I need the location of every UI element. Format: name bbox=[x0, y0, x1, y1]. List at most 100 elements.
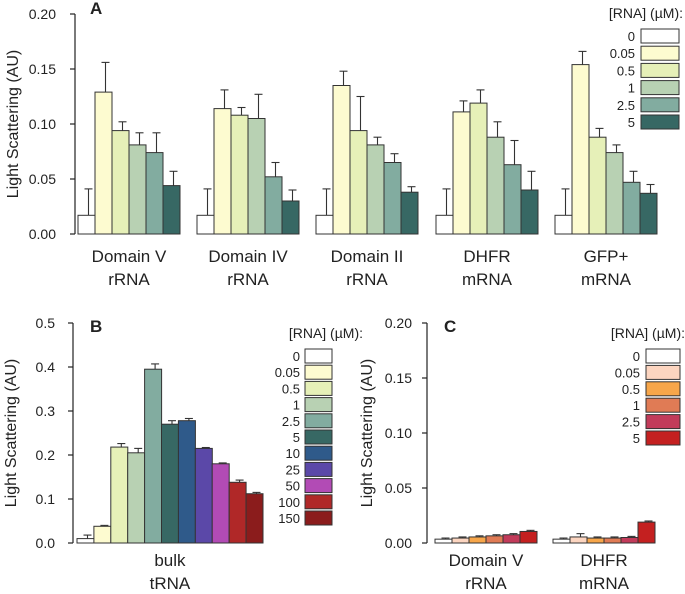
panel-c-legend-label: 1 bbox=[633, 398, 640, 413]
panel-c-legend-swatch bbox=[645, 430, 681, 446]
panel-c-legend-label: 5 bbox=[633, 431, 640, 446]
panel-b-legend-label: 50 bbox=[286, 479, 300, 494]
panel-a-bar bbox=[571, 64, 590, 235]
panel-a-category-label: Domain V bbox=[92, 247, 167, 266]
panel-b-y-tick-label: 0.2 bbox=[36, 447, 56, 463]
panel-a-bar bbox=[486, 136, 505, 235]
panel-b-bar bbox=[110, 446, 129, 544]
panel-a-legend-label: 2.5 bbox=[617, 98, 635, 113]
panel-c-bar bbox=[552, 538, 571, 544]
panel-c-y-tick-label: 0.20 bbox=[385, 315, 412, 331]
panel-b-legend-label: 100 bbox=[278, 495, 300, 510]
panel-b-legend-swatch bbox=[304, 348, 333, 364]
panel-b-legend-swatch bbox=[304, 413, 333, 429]
panel-b-legend-label: 2.5 bbox=[282, 414, 300, 429]
panel-b-bar bbox=[228, 481, 247, 544]
panel-a-category-label: Domain IV bbox=[208, 247, 288, 266]
panel-a-category-sublabel: rRNA bbox=[346, 270, 388, 289]
panel-a-bar bbox=[111, 130, 130, 235]
panel-a-category-sublabel: mRNA bbox=[462, 270, 513, 289]
panel-a-legend-label: 0.05 bbox=[610, 46, 635, 61]
panel-a-category-sublabel: mRNA bbox=[581, 270, 632, 289]
panel-b-bar bbox=[245, 493, 264, 544]
panel-a-bar bbox=[162, 185, 181, 235]
panel-a-bar bbox=[281, 200, 300, 235]
panel-b-legend-swatch bbox=[304, 397, 333, 413]
panel-a-legend-swatch bbox=[640, 114, 680, 130]
panel-c-bar bbox=[620, 537, 639, 544]
panel-a-bar bbox=[247, 118, 266, 235]
panel-b-y-tick-label: 0.5 bbox=[36, 315, 56, 331]
panel-a-y-tick-label: 0.10 bbox=[29, 116, 56, 132]
panel-b-legend-swatch bbox=[304, 461, 333, 477]
panel-b-bar bbox=[144, 368, 163, 544]
panel-b-legend-label: 150 bbox=[278, 511, 300, 526]
panel-a-bar bbox=[349, 130, 368, 235]
panel-b-legend-label: 0.5 bbox=[282, 381, 300, 396]
panel-b-legend-label: 5 bbox=[293, 430, 300, 445]
panel-a-y-tick-label: 0.05 bbox=[29, 171, 56, 187]
panel-c-bar bbox=[502, 534, 521, 544]
panel-c-legend-swatch bbox=[645, 414, 681, 430]
panel-c-bar bbox=[586, 537, 605, 544]
panel-a-y-tick-label: 0.15 bbox=[29, 61, 56, 77]
panel-a-category-label: DHFR bbox=[463, 247, 510, 266]
panel-a-y-tick-label: 0.20 bbox=[29, 6, 56, 22]
panel-c-bar bbox=[485, 535, 504, 544]
panel-a-bar bbox=[315, 214, 334, 235]
panel-b-legend-swatch bbox=[304, 364, 333, 380]
panel-b-legend-label: 0.05 bbox=[275, 365, 300, 380]
panel-a-bar bbox=[230, 114, 249, 235]
panel-a-bar bbox=[639, 192, 658, 235]
panel-c-y-tick-label: 0.05 bbox=[385, 480, 412, 496]
panel-c-bar bbox=[603, 537, 622, 544]
panel-c-bar bbox=[451, 537, 470, 544]
panel-a-legend-swatch bbox=[640, 28, 680, 44]
panel-a-bar bbox=[264, 176, 283, 235]
panel-a-legend-label: 0 bbox=[628, 29, 635, 44]
panel-b-legend-swatch bbox=[304, 494, 333, 510]
panel-b-legend-label: 0 bbox=[293, 349, 300, 364]
panel-a-legend-swatch bbox=[640, 62, 680, 78]
panel-c-legend-swatch bbox=[645, 381, 681, 397]
panel-c-legend-label: 0.5 bbox=[622, 382, 640, 397]
panel-c-legend-swatch bbox=[645, 364, 681, 380]
panel-a-bar bbox=[213, 108, 232, 235]
panel-a-y-tick-label: 0.00 bbox=[29, 226, 56, 242]
panel-a-bar bbox=[128, 144, 147, 235]
panel-b-bar bbox=[127, 452, 146, 544]
panel-c-legend-label: 0 bbox=[633, 349, 640, 364]
panel-c-bar bbox=[519, 530, 538, 544]
panel-a-category-sublabel: rRNA bbox=[108, 270, 150, 289]
panel-b-legend-label: 25 bbox=[286, 462, 300, 477]
panel-b-legend-swatch bbox=[304, 510, 333, 526]
panel-label-a: A bbox=[90, 0, 102, 18]
panel-a-category-label: GFP+ bbox=[584, 247, 629, 266]
panel-c-legend-swatch bbox=[645, 397, 681, 413]
panel-c-y-axis-label: Light Scattering (AU) bbox=[359, 359, 376, 508]
panel-a-bar bbox=[452, 111, 471, 235]
panel-a-bar bbox=[469, 102, 488, 235]
panel-b-legend-swatch bbox=[304, 478, 333, 494]
panel-b-bar bbox=[177, 420, 196, 544]
panel-a-bar bbox=[588, 136, 607, 235]
panel-a-legend-label: 1 bbox=[628, 81, 635, 96]
panel-c-category-sublabel: rRNA bbox=[465, 574, 507, 593]
panel-a-bar bbox=[383, 162, 402, 235]
panel-b-category-sublabel: tRNA bbox=[150, 574, 191, 593]
panel-a-y-axis-label: Light Scattering (AU) bbox=[5, 50, 22, 199]
panel-b-y-axis-label: Light Scattering (AU) bbox=[3, 359, 20, 508]
panel-c-bar bbox=[468, 536, 487, 544]
panel-a-bar bbox=[435, 214, 454, 235]
panel-b-bar bbox=[93, 525, 112, 544]
panel-c-y-tick-label: 0.10 bbox=[385, 425, 412, 441]
panel-c-category-label: DHFR bbox=[580, 551, 627, 570]
panel-a-legend-swatch bbox=[640, 80, 680, 96]
panel-a-bar bbox=[400, 191, 419, 235]
panel-a-bar bbox=[145, 152, 164, 235]
panel-label-b: B bbox=[90, 317, 102, 336]
panel-b-legend-label: 1 bbox=[293, 398, 300, 413]
panel-a-legend-title: [RNA] (µM): bbox=[609, 5, 683, 21]
panel-b-y-tick-label: 0.0 bbox=[36, 535, 56, 551]
panel-a-bar bbox=[622, 181, 641, 235]
